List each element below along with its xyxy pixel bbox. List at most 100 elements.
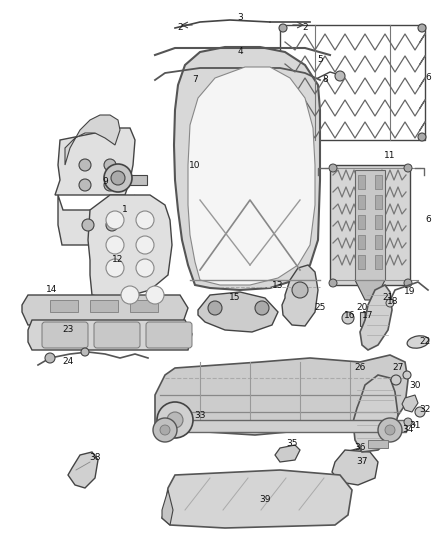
Circle shape	[104, 164, 132, 192]
Text: 19: 19	[404, 287, 416, 296]
Circle shape	[329, 164, 337, 172]
FancyBboxPatch shape	[146, 322, 192, 348]
Circle shape	[82, 219, 94, 231]
Text: 21: 21	[382, 294, 394, 303]
Circle shape	[404, 164, 412, 172]
Polygon shape	[155, 355, 408, 435]
Polygon shape	[402, 395, 418, 412]
Text: 11: 11	[384, 150, 396, 159]
Polygon shape	[58, 195, 135, 245]
Circle shape	[104, 159, 116, 171]
Bar	[358, 255, 365, 269]
Polygon shape	[65, 115, 120, 165]
Text: 4: 4	[237, 47, 243, 56]
Text: 22: 22	[419, 337, 431, 346]
Text: 16: 16	[344, 311, 356, 319]
Text: 25: 25	[314, 303, 326, 312]
Text: 38: 38	[89, 454, 101, 463]
Circle shape	[146, 286, 164, 304]
Text: 35: 35	[286, 440, 298, 448]
Bar	[90, 300, 118, 312]
Circle shape	[104, 179, 116, 191]
Text: 32: 32	[419, 406, 431, 415]
Text: 12: 12	[112, 255, 124, 264]
Polygon shape	[198, 292, 278, 332]
Text: 1: 1	[122, 206, 128, 214]
Circle shape	[292, 282, 308, 298]
Text: 10: 10	[189, 160, 201, 169]
Circle shape	[329, 279, 337, 287]
Text: 18: 18	[387, 297, 399, 306]
Circle shape	[167, 412, 183, 428]
Circle shape	[415, 407, 425, 417]
Text: 17: 17	[362, 311, 374, 319]
Circle shape	[418, 133, 426, 141]
Text: 15: 15	[229, 294, 241, 303]
Circle shape	[81, 348, 89, 356]
Bar	[375, 255, 382, 269]
Polygon shape	[275, 445, 300, 462]
Polygon shape	[360, 285, 392, 350]
Text: 30: 30	[409, 381, 421, 390]
Text: 36: 36	[354, 443, 366, 453]
Text: 3: 3	[237, 13, 243, 22]
Bar	[280, 25, 425, 140]
FancyBboxPatch shape	[42, 322, 88, 348]
Circle shape	[106, 259, 124, 277]
Circle shape	[106, 236, 124, 254]
Text: 8: 8	[322, 76, 328, 85]
Text: 6: 6	[425, 215, 431, 224]
Circle shape	[404, 279, 412, 287]
Circle shape	[386, 299, 394, 307]
Polygon shape	[332, 450, 378, 485]
Circle shape	[153, 418, 177, 442]
Bar	[358, 175, 365, 189]
Polygon shape	[355, 280, 385, 300]
Bar	[358, 235, 365, 249]
Text: 34: 34	[403, 425, 413, 434]
Circle shape	[121, 286, 139, 304]
Polygon shape	[162, 490, 173, 525]
Bar	[358, 215, 365, 229]
Polygon shape	[342, 448, 362, 465]
Text: 26: 26	[354, 364, 366, 373]
Bar	[375, 195, 382, 209]
Circle shape	[157, 402, 193, 438]
Text: 14: 14	[46, 286, 58, 295]
Circle shape	[136, 236, 154, 254]
Text: 5: 5	[317, 55, 323, 64]
Circle shape	[279, 24, 287, 32]
Bar	[375, 215, 382, 229]
Text: 33: 33	[194, 410, 206, 419]
Circle shape	[45, 353, 55, 363]
Text: 20: 20	[356, 303, 367, 312]
Bar	[355, 170, 385, 280]
Text: 37: 37	[356, 457, 368, 466]
Text: 23: 23	[62, 326, 74, 335]
Bar	[368, 440, 388, 448]
Circle shape	[404, 418, 412, 426]
Circle shape	[79, 159, 91, 171]
Bar	[50, 300, 78, 312]
Bar	[360, 312, 370, 326]
Circle shape	[106, 211, 124, 229]
Circle shape	[160, 425, 170, 435]
Bar	[158, 420, 406, 432]
Circle shape	[279, 133, 287, 141]
Polygon shape	[174, 47, 320, 290]
Bar	[330, 165, 410, 285]
Polygon shape	[22, 295, 188, 325]
Circle shape	[342, 312, 354, 324]
Polygon shape	[188, 67, 315, 285]
Text: 2: 2	[302, 23, 308, 33]
Polygon shape	[68, 452, 98, 488]
Circle shape	[106, 219, 118, 231]
Polygon shape	[162, 470, 352, 528]
Bar	[125, 175, 147, 185]
Circle shape	[255, 301, 269, 315]
Polygon shape	[353, 375, 398, 452]
Text: 13: 13	[272, 280, 284, 289]
Circle shape	[136, 259, 154, 277]
Polygon shape	[88, 195, 172, 300]
Text: 24: 24	[62, 358, 74, 367]
